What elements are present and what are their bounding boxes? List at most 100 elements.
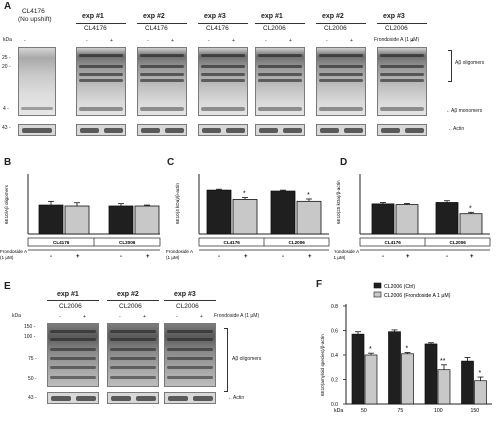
sign-3: + xyxy=(308,254,312,260)
blot-e-band xyxy=(50,357,96,360)
significance-star: * xyxy=(307,192,310,199)
blot-a-monomer-band xyxy=(201,107,245,111)
y-tick-label: 0.4 xyxy=(331,353,338,359)
bar-b-0 xyxy=(38,204,64,235)
x-tick-label-0: 50 xyxy=(361,408,367,414)
panel-a-exp-underline-5 xyxy=(377,23,427,24)
x-tick-label-2: 100 xyxy=(434,408,443,414)
x-tick-label-1: 75 xyxy=(398,408,404,414)
panel-b-letter: B xyxy=(4,157,12,168)
row-label-line2: (1 μM) xyxy=(0,255,14,260)
panel-a-exp-0: exp #1 xyxy=(82,13,104,20)
blot-a-lane-4 xyxy=(255,47,305,116)
actin-e-lane-1 xyxy=(107,392,159,404)
blot-a-monomer-band xyxy=(380,107,424,111)
bar-f-3-0 xyxy=(461,360,474,405)
bar-d-1 xyxy=(395,204,419,235)
marker-4: 4 - xyxy=(3,106,9,112)
panel-e-actin: ←Actin xyxy=(228,395,245,401)
blot-a-lane-5 xyxy=(316,47,366,116)
blot-e-band xyxy=(110,376,156,379)
bar-d-0 xyxy=(371,203,395,235)
panel-a-minus-2: - xyxy=(208,38,210,44)
panel-e-strain-2: CL2006 xyxy=(176,303,199,310)
bar-d-2 xyxy=(435,202,459,235)
panel-a-exp-3: exp #1 xyxy=(261,13,283,20)
panel-a-monomers: ←Aβ monomers xyxy=(446,108,483,114)
row-label-line2: (1 μM) xyxy=(166,255,180,260)
actin-band xyxy=(283,128,302,133)
panel-e-plus-1: + xyxy=(143,314,146,320)
blot-a-lane-6 xyxy=(377,47,427,116)
row-label-line2: (1 μM) xyxy=(334,255,346,260)
panel-a-strain-3: CL2006 xyxy=(263,25,286,32)
blot-a-monomer-band xyxy=(140,107,184,111)
panel-a-plus-3: + xyxy=(289,38,292,44)
blot-a-band xyxy=(140,73,184,76)
panel-a-minus-4: - xyxy=(326,38,328,44)
blot-e-band xyxy=(50,376,96,379)
bar-d-3 xyxy=(459,213,483,235)
chart-f: 6E10(amyloid species)/β-actin 0.0 0.2 0.4 0.… xyxy=(320,282,492,414)
sign-3: + xyxy=(146,254,150,260)
panel-a-letter: A xyxy=(4,1,12,12)
blot-a-band xyxy=(79,73,123,76)
blot-a-band xyxy=(258,65,302,68)
blot-a-band xyxy=(380,65,424,68)
panel-e-exp-underline-2 xyxy=(164,300,216,301)
group-label-0: CL4176 xyxy=(53,240,70,245)
actin-a-lane-0 xyxy=(18,124,56,136)
blot-a-band xyxy=(201,54,245,57)
oligomer-bracket-e xyxy=(224,328,228,392)
actin-band xyxy=(168,396,188,401)
actin-band xyxy=(320,128,339,133)
bar-f-2-1 xyxy=(437,369,451,405)
panel-a-first-strain: CL4176 xyxy=(22,8,45,15)
blot-a-lane-0 xyxy=(18,47,56,116)
actin-a-lane-2 xyxy=(137,124,187,136)
panel-e-minus-1: - xyxy=(119,314,121,320)
blot-a-band xyxy=(319,79,363,82)
panel-a-strain-2: CL4176 xyxy=(206,25,229,32)
blot-a-band xyxy=(319,54,363,57)
blot-a-band xyxy=(258,73,302,76)
panel-e-oligomers: Aβ oligomers xyxy=(232,356,262,362)
panel-a-plus-5: + xyxy=(411,38,414,44)
bar-f-0-0 xyxy=(351,333,365,405)
bar-c-2 xyxy=(270,190,296,235)
actin-band xyxy=(259,128,278,133)
panel-e-minus-0: - xyxy=(59,314,61,320)
y-axis-label: 6E10(25 kDa)/β-actin xyxy=(336,180,341,224)
actin-band xyxy=(202,128,221,133)
blot-a-monomer-band xyxy=(319,107,363,111)
row-label-line1: Frondoside A xyxy=(166,249,194,254)
marker-e-150: 150 - xyxy=(24,324,36,330)
sign-0: - xyxy=(382,254,384,260)
actin-e-lane-0 xyxy=(47,392,99,404)
y-tick-label: 0.0 xyxy=(331,402,338,408)
blot-a-lane-1 xyxy=(76,47,126,116)
bar-f-0-1 xyxy=(364,354,378,405)
bar-c-3 xyxy=(296,200,322,235)
sign-0: - xyxy=(218,254,220,260)
panel-e-strain-0: CL2006 xyxy=(59,303,82,310)
blot-a-band xyxy=(380,73,424,76)
panel-a-exp-5: exp #3 xyxy=(383,13,405,20)
y-tick-label: 0.2 xyxy=(331,378,338,384)
x-tick-label-3: 150 xyxy=(471,408,480,414)
y-tick-label: 0.6 xyxy=(331,329,338,335)
blot-a-band xyxy=(79,65,123,68)
blot-a-band xyxy=(140,54,184,57)
panel-a-exp-underline-3 xyxy=(255,23,305,24)
bar-c-0 xyxy=(206,189,232,235)
panel-a-exp-4: exp #2 xyxy=(322,13,344,20)
panel-a-exp-underline-2 xyxy=(198,23,248,24)
panel-a-exp-underline-0 xyxy=(76,23,126,24)
actin-band xyxy=(165,128,184,133)
group-label-1: CL2006 xyxy=(119,240,136,245)
blot-a-band xyxy=(380,79,424,82)
significance-star: * xyxy=(243,191,246,198)
y-axis-label: 6E10(amyloid species)/β-actin xyxy=(320,334,325,396)
chart-d: 6E10(25 kDa)/β-actin * CL4176 CL2006 - + - + Fro… xyxy=(334,174,491,260)
group-label-1: CL2006 xyxy=(289,240,306,245)
